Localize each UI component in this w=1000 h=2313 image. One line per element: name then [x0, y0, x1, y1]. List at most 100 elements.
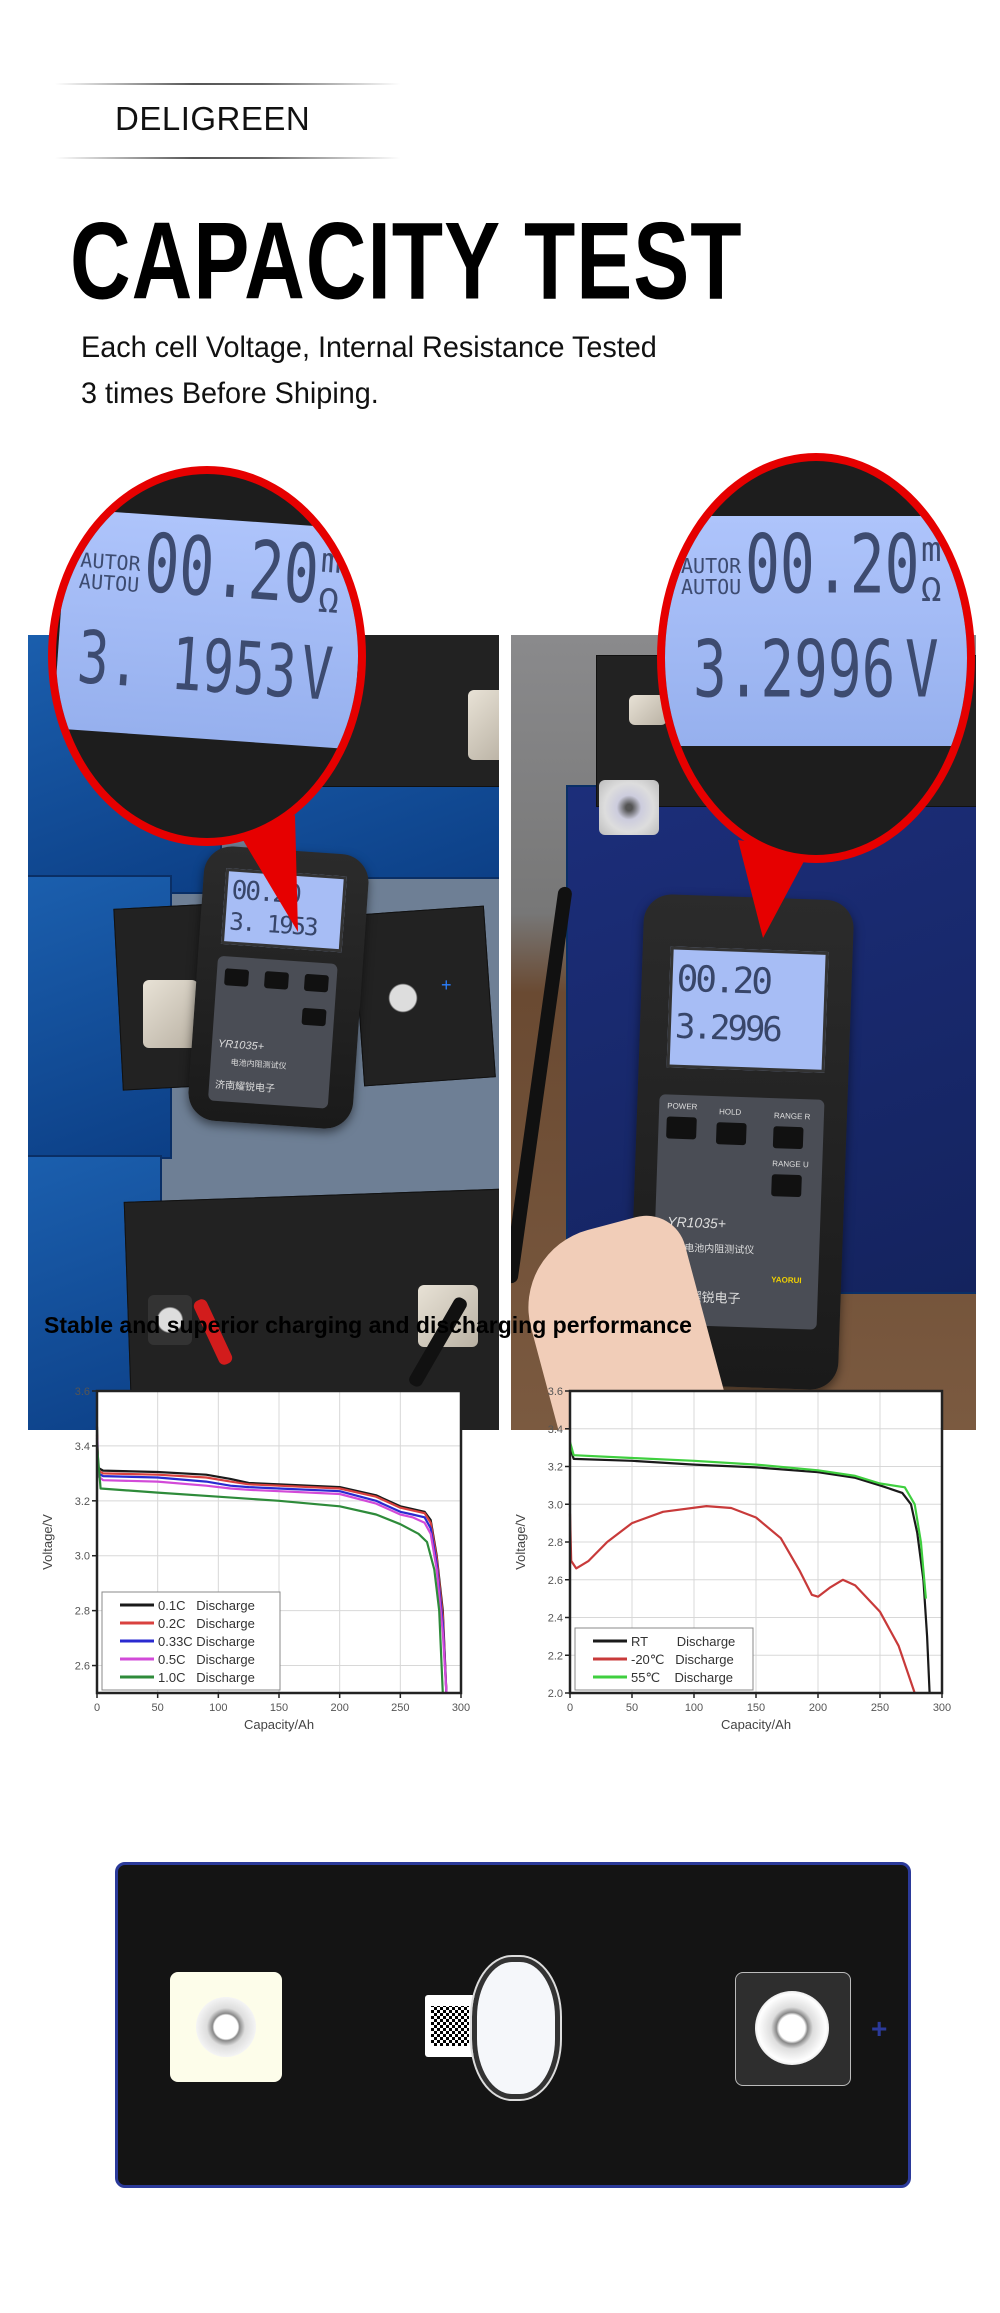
rate-discharge-chart: 0 50 100 150 200 250 300 2.6 2.8 3.0 3.2 3.4 3.6 Capa…: [40, 1386, 470, 1732]
safety-vent: [470, 1955, 562, 2101]
y-tick-label: 2.0: [548, 1688, 563, 1700]
legend-label: 55℃ Discharge: [631, 1670, 733, 1685]
meter-name: 电池内阻测试仪: [684, 1243, 755, 1257]
meter-resistance: 00.20: [675, 958, 771, 1003]
lcd-unit-ohm: Ω: [921, 570, 942, 610]
negative-terminal: [170, 1972, 282, 2082]
terminal: [380, 975, 426, 1021]
y-tick-label: 2.4: [548, 1613, 563, 1625]
subtitle-line-1: Each cell Voltage, Internal Resistance T…: [81, 331, 657, 364]
meter-model: YR1035+: [217, 1037, 265, 1054]
x-tick-label: 50: [626, 1702, 638, 1714]
range-r-button: [303, 973, 329, 993]
y-tick-label: 2.6: [548, 1575, 563, 1587]
qr-code-label: [425, 1995, 475, 2057]
meter-panel: YR1035+ 电池内阻测试仪 济南耀锐电子: [207, 955, 338, 1109]
legend-label: 1.0C Discharge: [158, 1670, 255, 1685]
x-tick-label: 300: [452, 1702, 470, 1714]
legend-label: 0.5C Discharge: [158, 1652, 255, 1667]
y-tick-label: 3.2: [548, 1462, 563, 1474]
range-u-button: [771, 1174, 802, 1198]
meter-lcd: 00.20 3.2996: [666, 946, 829, 1073]
zoom-bubble-right: AUTOR AUTOU 00.20 m Ω 3.2996 V: [657, 453, 975, 863]
meter-maker: 济南耀锐电子: [214, 1079, 276, 1095]
x-tick-label: 50: [152, 1702, 164, 1714]
hold-button: [715, 1122, 747, 1146]
lcd-unit-m: m: [921, 530, 942, 570]
lcd-voltage: 3. 1953: [74, 616, 300, 716]
callout-tails: [240, 815, 810, 938]
subtitle-line-2: 3 times Before Shiping.: [81, 377, 379, 410]
power-button: [224, 968, 250, 987]
y-tick-label: 3.2: [75, 1496, 90, 1508]
series-line-3: [95, 1440, 448, 1694]
lcd-unit-ohm: Ω: [316, 580, 341, 622]
meter-brand: YAORUI: [771, 1275, 802, 1286]
hold-label: HOLD: [718, 1107, 742, 1117]
lcd-mode-label: AUTOR AUTOU: [78, 547, 142, 597]
lcd-voltage: 3.2996: [693, 625, 896, 716]
brand-name: DELIGREEN: [115, 100, 311, 137]
lcd-unit-v: V: [905, 625, 939, 716]
y-tick-label: 3.0: [75, 1551, 90, 1563]
divider-top: [55, 83, 400, 85]
callout-tail-left: [240, 815, 298, 932]
y-axis-label: Voltage/V: [40, 1514, 55, 1570]
lcd-resistance: 00.20: [141, 515, 322, 623]
y-axis-label: Voltage/V: [513, 1514, 528, 1570]
x-tick-label: 150: [747, 1702, 765, 1714]
lcd-resistance: 00.20: [745, 517, 920, 613]
range-r-button: [772, 1126, 804, 1150]
legend-label: RT Discharge: [631, 1634, 735, 1649]
range-u-button: [301, 1007, 327, 1027]
battery-top-view: +: [115, 1862, 911, 2188]
x-tick-label: 0: [94, 1702, 100, 1714]
y-tick-label: 3.6: [75, 1386, 90, 1398]
y-tick-label: 2.6: [75, 1661, 90, 1673]
terminal: [143, 980, 198, 1048]
page-title: CAPACITY TEST: [70, 199, 743, 322]
series-line-1: [568, 1505, 916, 1694]
terminal-post: [755, 1991, 829, 2065]
terminal: [148, 1295, 192, 1345]
power-label: POWER: [667, 1101, 698, 1112]
legend-label: 0.2C Discharge: [158, 1616, 255, 1631]
legend-label: 0.33C Discharge: [158, 1634, 255, 1649]
temperature-discharge-chart: 0 50 100 150 200 250 300 2.0 2.2 2.4 2.6 2.8 3.0 3.2 3…: [513, 1386, 951, 1732]
x-axis-label: Capacity/Ah: [721, 1717, 791, 1732]
x-tick-label: 100: [209, 1702, 227, 1714]
charts-heading: Stable and superior charging and dischar…: [44, 1312, 692, 1338]
series-line-0: [568, 1447, 931, 1694]
x-tick-label: 200: [809, 1702, 827, 1714]
callout-tail-right: [738, 840, 810, 938]
lcd-mode-label: AUTOR AUTOU: [681, 554, 742, 599]
zoomed-lcd: AUTOR AUTOU 00.20 m Ω 3. 1953 V: [56, 508, 358, 750]
zoom-bubble-left: AUTOR AUTOU 00.20 m Ω 3. 1953 V: [48, 466, 366, 846]
plot-frame: [95, 1389, 463, 1695]
y-tick-label: 3.0: [548, 1499, 563, 1511]
y-tick-label: 2.8: [75, 1606, 90, 1618]
y-tick-label: 2.2: [548, 1650, 563, 1662]
series-line-2: [568, 1441, 927, 1599]
y-tick-label: 3.4: [75, 1441, 90, 1453]
lcd-unit-v: V: [298, 631, 336, 718]
lcd-unit-m: m: [319, 540, 343, 582]
series-line-4: [95, 1445, 444, 1694]
divider-bottom: [55, 157, 400, 159]
x-tick-label: 0: [567, 1702, 573, 1714]
plot-frame: [568, 1389, 944, 1695]
meter-name: 电池内阻测试仪: [230, 1057, 287, 1071]
legend-label: 0.1C Discharge: [158, 1598, 255, 1613]
y-tick-label: 3.6: [548, 1386, 563, 1398]
hold-button: [263, 971, 290, 990]
legend-label: -20℃ Discharge: [631, 1652, 734, 1667]
x-tick-label: 100: [685, 1702, 703, 1714]
x-tick-label: 200: [330, 1702, 348, 1714]
x-tick-label: 300: [933, 1702, 951, 1714]
range-r-label: RANGE R: [773, 1111, 811, 1122]
x-tick-label: 150: [270, 1702, 288, 1714]
y-tick-label: 3.4: [548, 1424, 563, 1436]
x-tick-label: 250: [871, 1702, 889, 1714]
plus-sign: +: [441, 975, 452, 995]
terminal: [468, 690, 499, 760]
